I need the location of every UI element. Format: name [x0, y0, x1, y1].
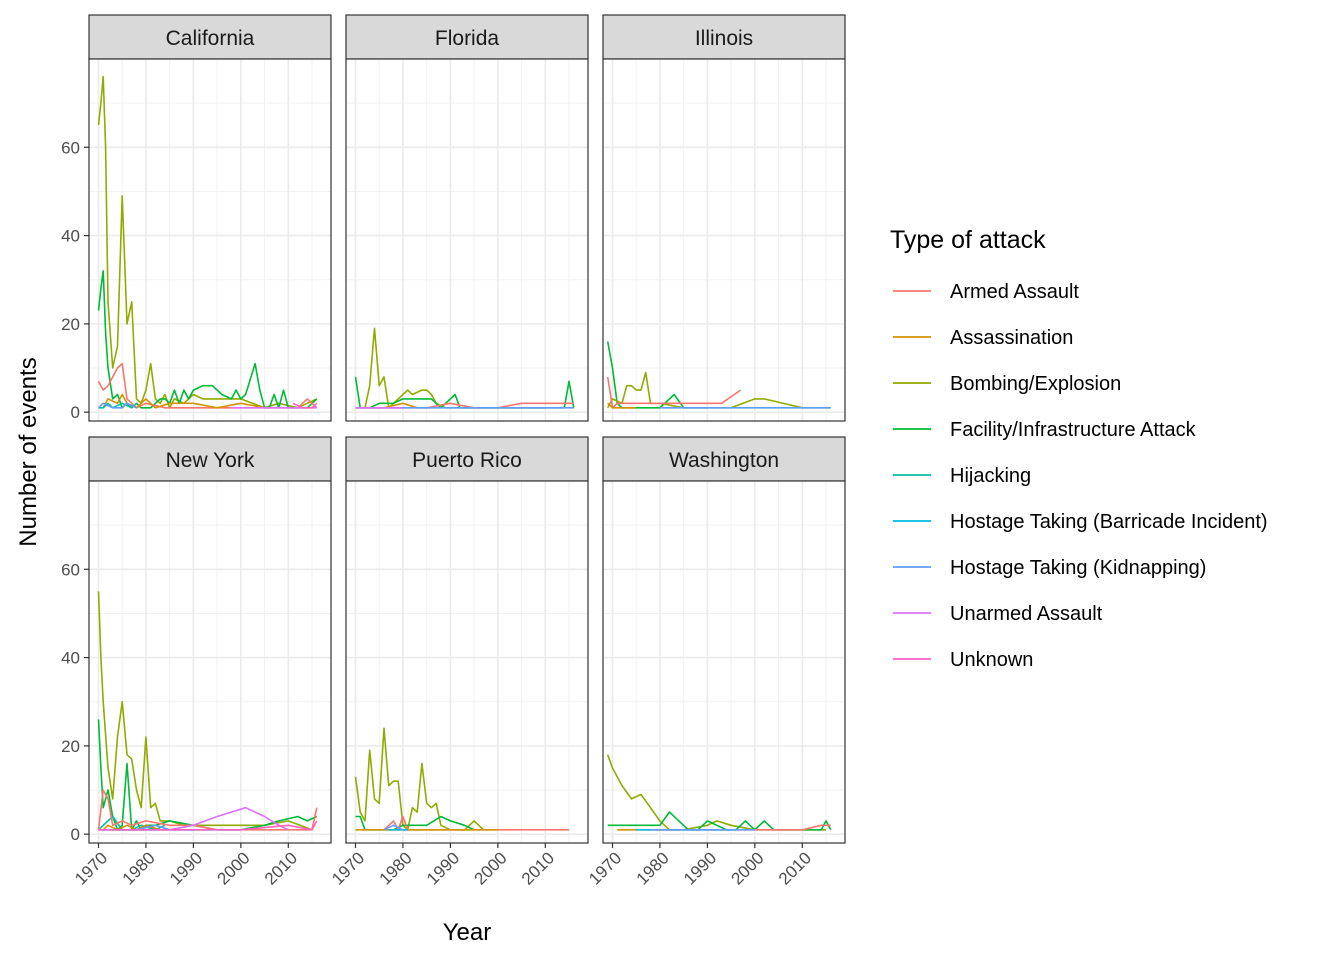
- legend-item: Hostage Taking (Barricade Incident): [893, 511, 1268, 533]
- plot-background: [346, 59, 588, 421]
- legend-item: Unarmed Assault: [893, 603, 1103, 625]
- legend-item: Assassination: [893, 327, 1073, 349]
- x-tick-label: 1980: [376, 848, 416, 888]
- x-tick-label: 1980: [119, 848, 159, 888]
- facet-panel-5: Washington 1970 1980 1990 2000 2010: [585, 436, 846, 889]
- facet-panel-3: New York 0 20 40 60 1970 1980 1990 2000 2010: [61, 436, 332, 889]
- y-tick-label: 0: [71, 403, 80, 422]
- legend-label: Hostage Taking (Kidnapping): [950, 557, 1206, 579]
- legend-title: Type of attack: [890, 226, 1046, 254]
- y-tick-label: 40: [61, 227, 80, 246]
- legend-label: Hijacking: [950, 465, 1031, 487]
- legend-label: Assassination: [950, 327, 1073, 349]
- x-tick-label: 1990: [680, 848, 720, 888]
- y-tick-label: 40: [61, 649, 80, 668]
- x-axis-title: Year: [443, 919, 492, 946]
- series-line: [98, 820, 318, 831]
- plot-background: [346, 481, 588, 843]
- legend-label: Bombing/Explosion: [950, 373, 1121, 395]
- series-line: [383, 824, 404, 831]
- facet-panel-1: Florida: [345, 14, 589, 422]
- x-tick-label: 2010: [518, 848, 558, 888]
- x-tick-label: 2010: [261, 848, 301, 888]
- legend-item: Unknown: [893, 649, 1033, 671]
- legend-item: Hijacking: [893, 465, 1031, 487]
- x-tick-label: 1990: [423, 848, 463, 888]
- facet-strip: [88, 436, 332, 482]
- facet-strip-label: Illinois: [695, 27, 753, 50]
- x-tick-label: 1990: [166, 848, 206, 888]
- facet-panel-0: California 0 20 40 60: [61, 14, 332, 422]
- legend: Type of attack Armed Assault Assassinatio…: [890, 226, 1268, 671]
- series-line: [607, 402, 637, 409]
- facet-strip: [345, 14, 589, 60]
- series-line: [102, 393, 265, 409]
- panel-border: [345, 480, 589, 844]
- facet-strip: [88, 14, 332, 60]
- legend-item: Facility/Infrastructure Attack: [893, 419, 1197, 441]
- panel-border: [602, 58, 846, 422]
- x-tick-label: 2010: [775, 848, 815, 888]
- facet-panel-2: Illinois: [602, 14, 846, 422]
- panel-border: [88, 480, 332, 844]
- facet-panel-4: Puerto Rico 1970 1980 1990 2000 2010: [328, 436, 589, 889]
- x-tick-label: 1970: [328, 848, 368, 888]
- facet-strip-label: Washington: [669, 449, 779, 472]
- series-line: [102, 824, 161, 831]
- legend-label: Facility/Infrastructure Attack: [950, 419, 1197, 441]
- plot-background: [89, 59, 331, 421]
- x-tick-label: 1980: [633, 848, 673, 888]
- series-line: [97, 75, 318, 409]
- facet-strip: [345, 436, 589, 482]
- y-tick-label: 60: [61, 560, 80, 579]
- x-tick-label: 2000: [470, 848, 510, 888]
- legend-label: Unarmed Assault: [950, 603, 1103, 625]
- y-tick-label: 20: [61, 315, 80, 334]
- y-axis-title: Number of events: [15, 357, 42, 546]
- plot-background: [603, 59, 845, 421]
- panel-border: [602, 480, 846, 844]
- series-line: [97, 789, 318, 831]
- facet-panels: California 0 20 40 60 Florida Illinois New York…: [61, 14, 846, 889]
- x-tick-label: 2000: [213, 848, 253, 888]
- legend-item: Bombing/Explosion: [893, 373, 1121, 395]
- x-tick-label: 1970: [71, 848, 111, 888]
- facet-strip-label: California: [166, 27, 255, 50]
- y-tick-label: 60: [61, 138, 80, 157]
- y-tick-label: 0: [71, 825, 80, 844]
- facet-strip-label: Florida: [435, 27, 500, 50]
- legend-label: Unknown: [950, 649, 1033, 671]
- series-line: [292, 402, 318, 409]
- legend-label: Hostage Taking (Barricade Incident): [950, 511, 1268, 533]
- series-line: [97, 402, 137, 409]
- plot-background: [89, 481, 331, 843]
- panel-border: [345, 58, 589, 422]
- legend-item: Hostage Taking (Kidnapping): [893, 557, 1206, 579]
- series-line: [97, 591, 313, 831]
- y-tick-label: 20: [61, 737, 80, 756]
- facet-strip: [602, 14, 846, 60]
- legend-item: Armed Assault: [893, 281, 1079, 303]
- facet-strip-label: New York: [166, 449, 255, 472]
- series-line: [606, 376, 742, 409]
- panel-border: [88, 58, 332, 422]
- x-tick-label: 1970: [585, 848, 625, 888]
- x-tick-label: 2000: [727, 848, 767, 888]
- legend-label: Armed Assault: [950, 281, 1079, 303]
- plot-background: [603, 481, 845, 843]
- series-line: [355, 815, 475, 831]
- facet-strip-label: Puerto Rico: [412, 449, 522, 472]
